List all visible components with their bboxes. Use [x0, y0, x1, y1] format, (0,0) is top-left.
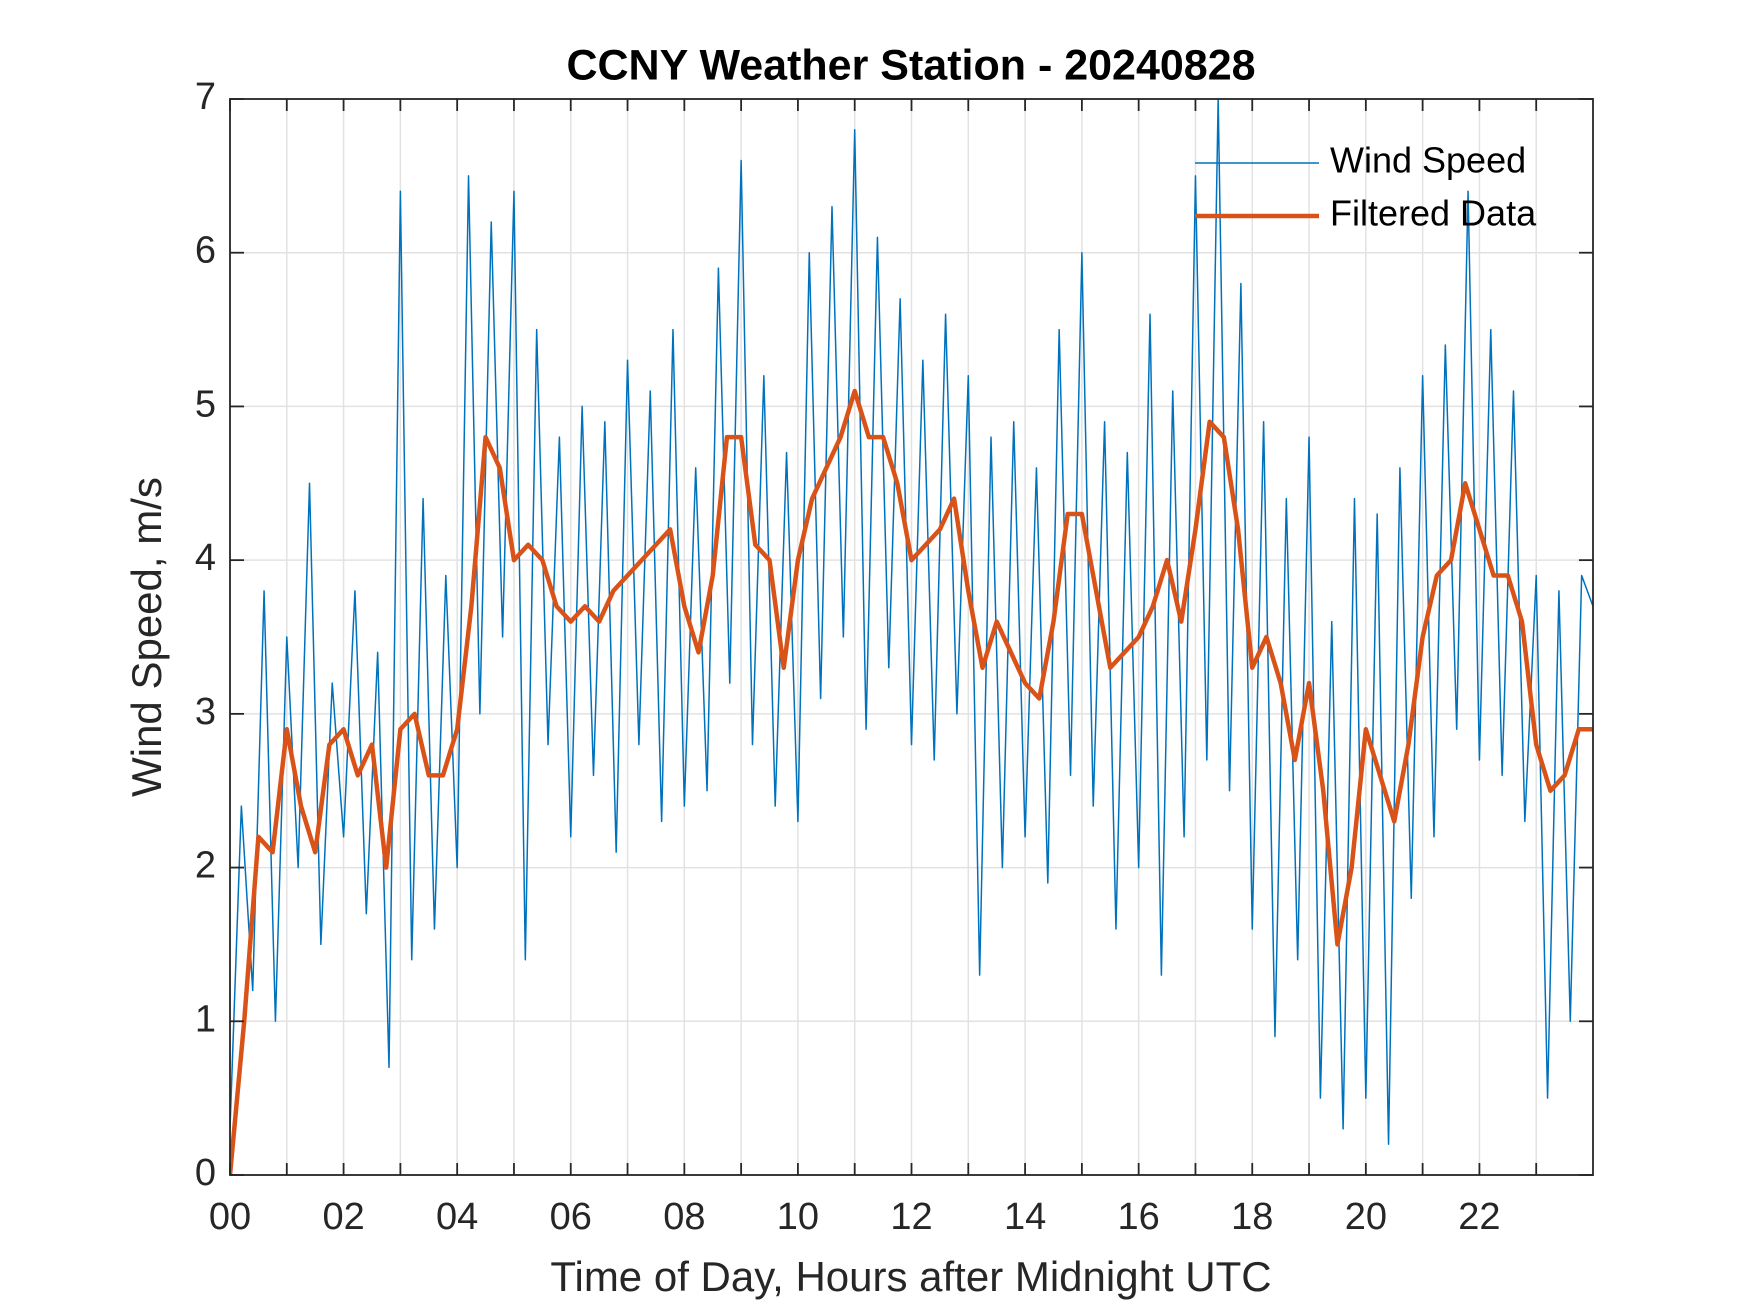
x-axis-label: Time of Day, Hours after Midnight UTC: [550, 1253, 1271, 1300]
y-tick-label: 2: [195, 845, 216, 887]
x-tick-label: 08: [663, 1196, 705, 1238]
data-line: [230, 99, 1593, 1146]
y-tick-label: 3: [195, 691, 216, 733]
y-tick-label: 7: [195, 76, 216, 118]
y-tick-label: 1: [195, 998, 216, 1040]
y-tick-label: 0: [195, 1152, 216, 1194]
y-tick-label: 4: [195, 537, 216, 579]
x-tick-label: 00: [209, 1196, 251, 1238]
x-tick-label: 16: [1118, 1196, 1160, 1238]
x-tick-label: 06: [550, 1196, 592, 1238]
data-line: [230, 388, 1593, 1175]
legend-label: Filtered Data: [1330, 193, 1537, 234]
x-tick-label: 20: [1345, 1196, 1387, 1238]
x-tick-label: 02: [322, 1196, 364, 1238]
x-tick-label: 14: [1004, 1196, 1046, 1238]
chart-title: CCNY Weather Station - 20240828: [566, 41, 1255, 89]
y-tick-label: 6: [195, 230, 216, 272]
x-tick-label: 12: [890, 1196, 932, 1238]
y-axis-label: Wind Speed, m/s: [123, 477, 170, 797]
x-tick-label: 22: [1458, 1196, 1500, 1238]
x-tick-label: 04: [436, 1196, 478, 1238]
legend-label: Wind Speed: [1330, 140, 1526, 181]
x-tick-label: 18: [1231, 1196, 1273, 1238]
x-tick-label: 10: [777, 1196, 819, 1238]
y-tick-label: 5: [195, 383, 216, 425]
